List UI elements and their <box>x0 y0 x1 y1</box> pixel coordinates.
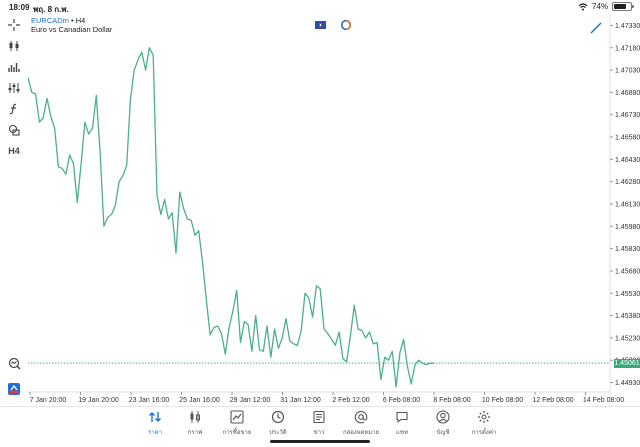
chart-icon <box>173 409 217 425</box>
nav-item-label: ข่าว <box>313 430 325 436</box>
indicators-icon[interactable] <box>4 58 24 76</box>
timeframe-button[interactable]: H4 <box>8 146 20 156</box>
mailbox-icon <box>339 409 383 425</box>
time-tick-label: 25 Jan 16:00 <box>179 397 220 404</box>
time-tick-label: 8 Feb 08:00 <box>433 397 470 404</box>
nav-item-quotes[interactable]: ราคา <box>133 409 177 437</box>
chart-toolbar: H4 <box>0 14 28 404</box>
nav-item-chart[interactable]: กราฟ <box>173 409 217 437</box>
price-tick-label: 1.46130 <box>615 202 640 209</box>
nav-item-label: บัญชี <box>436 430 450 436</box>
price-tick-label: 1.46580 <box>615 135 640 142</box>
nav-item-mailbox[interactable]: กล่องจดหมาย <box>339 409 383 437</box>
date: พฤ. 8 ก.พ. <box>33 5 69 14</box>
chart-type-icon[interactable] <box>4 37 24 55</box>
time-tick-label: 29 Jan 12:00 <box>230 397 271 404</box>
price-tick-label: 1.46430 <box>615 157 640 164</box>
price-tick-label: 1.45680 <box>615 268 640 275</box>
price-line <box>28 47 434 388</box>
account-icon <box>421 409 465 425</box>
nav-item-history[interactable]: ประวัติ <box>256 409 300 437</box>
price-tick-label: 1.46730 <box>615 112 640 119</box>
price-chart[interactable]: EURCADm • H4 Euro vs Canadian Dollar 1.4… <box>28 14 640 406</box>
price-tick-label: 1.45980 <box>615 224 640 231</box>
nav-item-chat[interactable]: แชท <box>380 409 424 437</box>
price-tick-label: 1.47180 <box>615 45 640 52</box>
trade-icon <box>215 409 259 425</box>
one-click-trading-icon[interactable] <box>4 380 24 398</box>
clock: 18:09 <box>9 3 30 12</box>
settings-icon <box>462 409 506 425</box>
quotes-icon <box>133 409 177 425</box>
nav-item-label: การซื้อขาย <box>222 430 252 436</box>
news-icon <box>297 409 341 425</box>
time-tick-label: 10 Feb 08:00 <box>482 397 523 404</box>
home-indicator[interactable] <box>270 440 370 443</box>
bottom-navigation: ราคา กราฟ การซื้อขาย ประวัติ ข่าว กล่องจดหมาย… <box>0 406 640 447</box>
price-tick-label: 1.45530 <box>615 291 640 298</box>
nav-item-settings[interactable]: การตั้งค่า <box>462 409 506 437</box>
objects-icon[interactable] <box>4 121 24 139</box>
price-tick-label: 1.44930 <box>615 380 640 387</box>
price-tick-label: 1.45830 <box>615 246 640 253</box>
quick-draw-line-icon[interactable] <box>590 22 602 34</box>
search-chart-icon[interactable] <box>4 354 24 372</box>
nav-item-trade[interactable]: การซื้อขาย <box>215 409 259 437</box>
history-icon <box>256 409 300 425</box>
nav-item-label: ประวัติ <box>269 430 287 436</box>
symbol-timeframe: • H4 <box>68 16 86 25</box>
symbol-description: Euro vs Canadian Dollar <box>31 25 113 34</box>
function-icon[interactable] <box>4 100 24 118</box>
settings-sliders-icon[interactable] <box>4 79 24 97</box>
price-tick-label: 1.46280 <box>615 179 640 186</box>
time-tick-label: 2 Feb 12:00 <box>332 397 369 404</box>
price-tick-label: 1.46880 <box>615 90 640 97</box>
battery-icon <box>612 2 634 11</box>
price-tick-label: 1.45380 <box>615 313 640 320</box>
wifi-icon <box>578 2 588 10</box>
time-tick-label: 14 Feb 08:00 <box>583 397 624 404</box>
time-tick-label: 12 Feb 08:00 <box>532 397 573 404</box>
battery-percent: 74% <box>591 2 608 11</box>
status-bar: 18:09 พฤ. 8 ก.พ. 74% <box>0 0 640 14</box>
nav-item-account[interactable]: บัญชี <box>421 409 465 437</box>
crosshair-icon[interactable] <box>4 16 24 34</box>
nav-item-label: กล่องจดหมาย <box>342 430 380 436</box>
eu-flag-icon <box>315 21 326 29</box>
status-right: 74% <box>578 2 634 11</box>
current-price-label: 1.45061 <box>614 358 640 368</box>
symbol-name[interactable]: EURCADm <box>31 16 69 25</box>
time-tick-label: 31 Jan 12:00 <box>280 397 321 404</box>
time-tick-label: 19 Jan 20:00 <box>78 397 119 404</box>
trade-signal-icon[interactable] <box>341 20 351 30</box>
time-tick-label: 6 Feb 08:00 <box>383 397 420 404</box>
time-tick-label: 7 Jan 20:00 <box>30 397 67 404</box>
nav-item-label: แชท <box>396 430 408 436</box>
nav-item-label: ราคา <box>148 430 162 436</box>
price-tick-label: 1.47030 <box>615 68 640 75</box>
chart-plot: 1.47330 1.47180 1.47030 1.46880 1.46730 1.465… <box>28 14 640 406</box>
symbol-header: EURCADm • H4 Euro vs Canadian Dollar <box>31 16 112 34</box>
price-tick-label: 1.47330 <box>615 23 640 30</box>
chat-icon <box>380 409 424 425</box>
nav-item-news[interactable]: ข่าว <box>297 409 341 437</box>
time-tick-label: 23 Jan 16:00 <box>129 397 170 404</box>
nav-item-label: การตั้งค่า <box>471 430 497 436</box>
price-tick-label: 1.45230 <box>615 335 640 342</box>
nav-item-label: กราฟ <box>187 430 203 436</box>
